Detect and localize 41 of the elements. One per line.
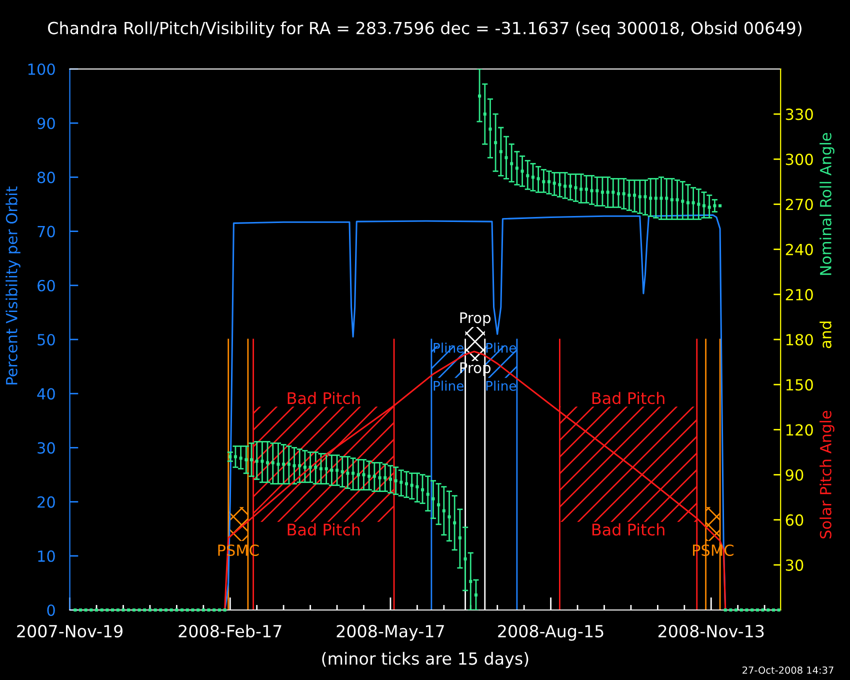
- x-tick-label: 2008-Nov-13: [658, 624, 764, 638]
- y-tick-label: 20: [38, 496, 55, 508]
- band-label: Prop: [460, 312, 490, 326]
- chart-title: Chandra Roll/Pitch/Visibility for RA = 283.7596 dec = -31.1637 (seq 300018, Obsid 00649): [48, 21, 802, 38]
- band-label: Bad Pitch: [288, 523, 360, 536]
- text: Pline: [486, 380, 516, 391]
- band-label: Bad Pitch: [592, 523, 664, 536]
- text: 27-Oct-2008 14:37: [742, 666, 834, 674]
- y2-tick-label: 210: [786, 288, 813, 300]
- y-axis-title: Percent Visibility per Orbit: [6, 186, 20, 384]
- text: Bad Pitch: [288, 392, 360, 404]
- x-tick-label: 2007-Nov-19: [17, 624, 122, 638]
- y2-tick-label: 300: [786, 154, 813, 166]
- y-tick-label: 50: [38, 334, 55, 346]
- y2-tick-label: 120: [786, 424, 813, 436]
- y-tick-label: 80: [38, 172, 55, 184]
- text: Nominal Roll Angle: [820, 132, 834, 275]
- y-tick-label: 0: [47, 604, 55, 616]
- text: Pline: [434, 380, 464, 391]
- y-tick-label: 70: [38, 226, 55, 238]
- y-tick-label: 40: [37, 388, 55, 400]
- y2-tick-label: 90: [786, 469, 804, 481]
- y2-tick-label: 240: [786, 244, 813, 256]
- y-tick-label: 10: [38, 550, 55, 562]
- y-tick-label: 90: [37, 118, 55, 130]
- text: Bad Pitch: [592, 392, 664, 404]
- y-tick-label: 30: [38, 442, 55, 454]
- y2-tick-label: 330: [786, 108, 813, 120]
- x-tick-label: 2008-Feb-17: [178, 624, 282, 638]
- y2-axis-title: and: [820, 322, 832, 348]
- x-tick-label: 2008-May-17: [336, 624, 444, 641]
- y2-tick-label: 30: [786, 559, 804, 571]
- y2-tick-label: 270: [786, 198, 813, 210]
- x-axis-title: (minor ticks are 15 days): [322, 652, 528, 668]
- y-tick-label: 100: [28, 63, 55, 76]
- y2-tick-label: 180: [786, 334, 813, 346]
- y2-tick-label: 150: [786, 379, 813, 391]
- y2-tick-label: 60: [786, 514, 804, 526]
- x-tick-label: 2008-Aug-15: [498, 624, 604, 641]
- text: Solar Pitch Angle: [820, 410, 834, 538]
- y-tick-label: 60: [38, 280, 55, 292]
